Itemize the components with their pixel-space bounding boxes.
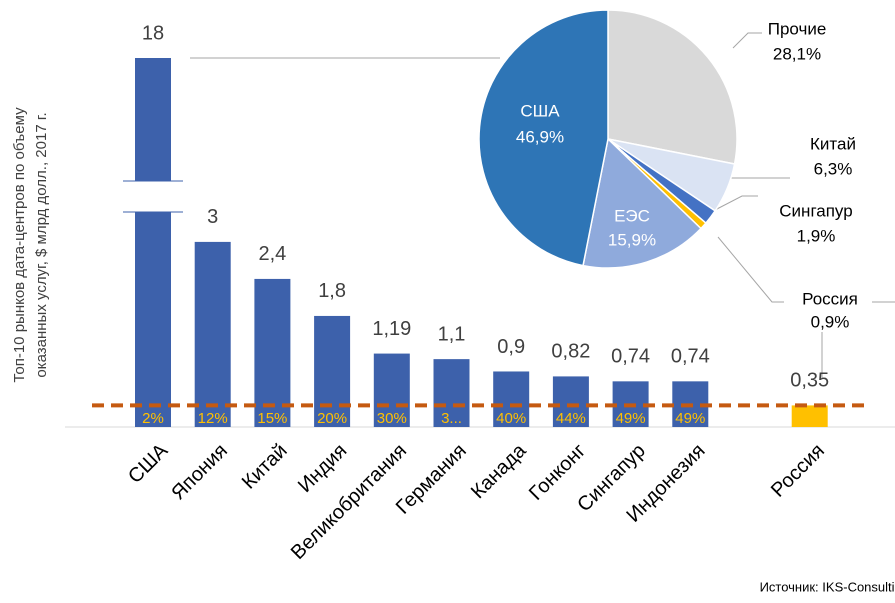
value-label: 0,9 — [497, 336, 525, 358]
y-label-line: оказанных услуг, $ млрд долл., 2017 г. — [33, 112, 50, 377]
slice-label: Сингапур — [779, 201, 852, 220]
value-label: 2,4 — [258, 243, 286, 265]
y-label-line: Топ-10 рынков дата-центров по объему — [11, 107, 28, 383]
x-tick-label: Китай — [238, 440, 292, 494]
x-tick-label: США — [124, 439, 173, 488]
inner-label: 3... — [441, 410, 462, 427]
slice-label: Прочие — [768, 19, 827, 38]
bar — [373, 353, 410, 427]
inner-label: 15% — [257, 410, 287, 427]
bar — [254, 278, 291, 427]
inner-label: 2% — [142, 410, 164, 427]
slice-value: 15,9% — [608, 230, 656, 249]
pie-slice — [582, 137, 702, 269]
x-tick-label: Канада — [467, 439, 531, 503]
inner-label: 44% — [556, 410, 586, 427]
inner-label: 30% — [377, 410, 407, 427]
value-label: 3 — [207, 206, 218, 228]
value-label: 1,1 — [438, 323, 466, 345]
inner-label: 49% — [675, 410, 705, 427]
bar — [552, 376, 589, 427]
slice-value: 1,9% — [797, 226, 836, 245]
bar — [194, 241, 231, 427]
slice-value: 28,1% — [773, 44, 821, 63]
leader-line — [732, 32, 762, 49]
pie-slice — [607, 9, 738, 165]
slice-label: ЕЭС — [614, 206, 650, 225]
value-label: 1,19 — [372, 318, 411, 340]
inner-label: 49% — [616, 410, 646, 427]
x-tick-label: Япония — [167, 440, 232, 505]
leader-line — [717, 236, 784, 303]
slice-value: 0,9% — [811, 312, 850, 331]
value-label: 1,8 — [318, 280, 346, 302]
value-label: 0,35 — [790, 370, 829, 392]
x-tick-label: Россия — [767, 440, 829, 502]
bar — [314, 315, 351, 427]
slice-label: Россия — [802, 289, 858, 308]
bar — [433, 359, 470, 427]
bar — [493, 371, 530, 427]
leader-line — [714, 195, 758, 211]
bar-upper — [135, 58, 171, 181]
slice-value: 6,3% — [814, 159, 853, 178]
inner-label: 20% — [317, 410, 347, 427]
x-tick-label: Индия — [294, 440, 351, 497]
inner-label: 40% — [496, 410, 526, 427]
bar — [791, 405, 828, 427]
source: Источник: IKS-Consulting — [760, 579, 895, 594]
slice-label: США — [520, 101, 560, 120]
value-label: 0,74 — [671, 346, 710, 368]
bar — [135, 212, 171, 427]
value-label: 18 — [142, 22, 164, 44]
slice-label: Китай — [810, 134, 856, 153]
y-axis-label: Топ-10 рынков дата-центров по объему ока… — [11, 107, 50, 383]
inner-label: 12% — [198, 410, 228, 427]
value-label: 0,82 — [551, 341, 590, 363]
value-label: 0,74 — [611, 346, 650, 368]
pie-slice — [478, 9, 609, 267]
slice-value: 46,9% — [516, 127, 564, 146]
